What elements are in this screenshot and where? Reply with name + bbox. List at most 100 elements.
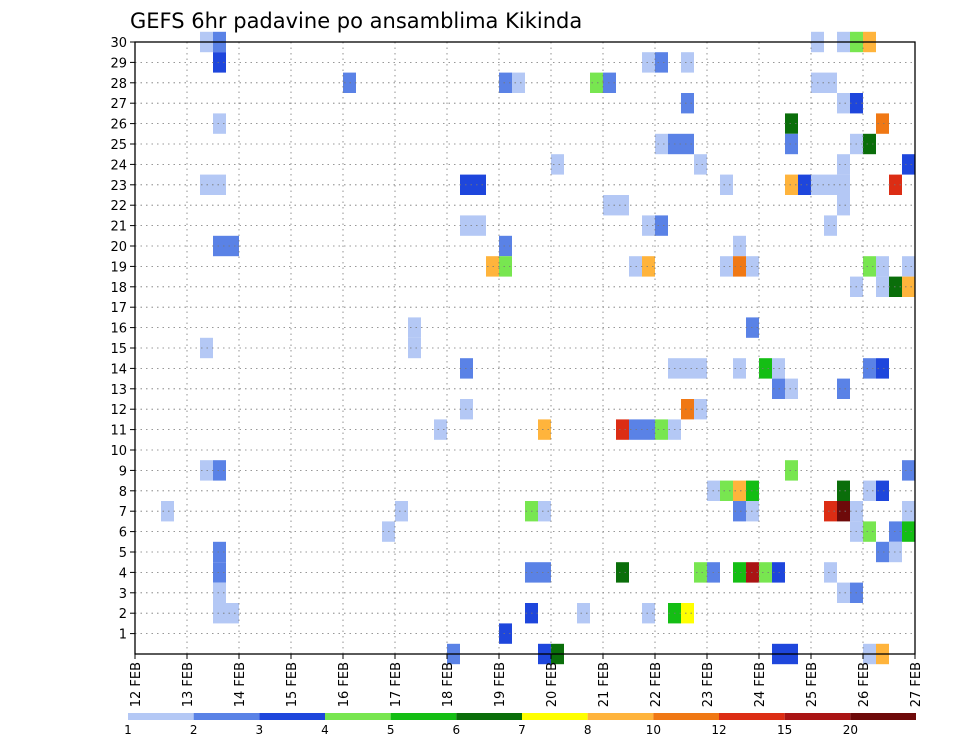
y-tick-label: 6	[119, 526, 127, 541]
heatmap-cell	[226, 235, 239, 257]
heatmap-cell	[720, 174, 733, 195]
heatmap-cell	[863, 256, 876, 277]
heatmap-cell	[681, 399, 694, 420]
heatmap-cell	[226, 603, 239, 624]
heatmap-cell	[876, 113, 889, 134]
y-tick-label: 12	[110, 403, 127, 418]
x-tick-label: 26 FEB	[857, 662, 872, 707]
y-tick-label: 13	[110, 383, 127, 398]
y-tick-label: 5	[119, 546, 127, 561]
y-tick-label: 23	[110, 179, 127, 194]
y-tick-label: 17	[110, 301, 127, 316]
heatmap-cell	[642, 52, 655, 73]
heatmap-cell	[499, 235, 512, 257]
y-tick-label: 2	[119, 607, 127, 622]
heatmap-cell	[577, 603, 590, 624]
heatmap-cell	[733, 480, 746, 501]
heatmap-cell	[213, 541, 226, 563]
heatmap-cell	[408, 337, 421, 359]
x-axis: 12 FEB 13 FEB 14 FEB 15 FEB 16 FEB 17 FEB 18 F…	[129, 654, 924, 707]
heatmap-cell	[499, 72, 512, 93]
legend-label: 20	[843, 723, 858, 737]
heatmap-cell	[161, 501, 174, 522]
heatmap-cell	[733, 358, 746, 379]
heatmap-cell	[213, 52, 226, 73]
heatmap-cell	[213, 113, 226, 134]
y-tick-label: 21	[110, 220, 127, 235]
legend-swatch	[784, 713, 851, 720]
y-tick-label: 4	[119, 566, 127, 581]
legend-swatch	[128, 713, 194, 720]
heatmap-cell	[837, 480, 850, 501]
heatmap-cell	[642, 215, 655, 236]
heatmap-cell	[876, 358, 889, 379]
heatmap-cell	[876, 541, 889, 563]
y-tick-label: 11	[110, 424, 127, 439]
heatmap-cell	[473, 174, 486, 195]
heatmap-cell	[681, 93, 694, 114]
y-tick-label: 15	[110, 342, 127, 357]
x-tick-label: 17 FEB	[389, 662, 404, 707]
heatmap-cell	[538, 501, 551, 522]
legend-swatch	[653, 713, 719, 720]
heatmap-cell	[694, 358, 707, 379]
heatmap-cell	[213, 603, 226, 624]
heatmap-cell	[694, 399, 707, 420]
y-tick-label: 28	[110, 77, 127, 92]
heatmap-cell	[655, 52, 668, 73]
heatmap-cell	[759, 358, 772, 379]
heatmap-cell	[759, 562, 772, 583]
heatmap-cell	[824, 562, 837, 583]
heatmap-cell	[837, 582, 850, 603]
legend-label: 10	[646, 723, 661, 737]
y-tick-label: 9	[119, 464, 127, 479]
y-tick-label: 27	[110, 97, 127, 112]
x-tick-label: 13 FEB	[181, 662, 196, 707]
heatmap-cell	[876, 480, 889, 501]
x-tick-label: 18 FEB	[441, 662, 456, 707]
heatmap-cell	[785, 113, 798, 134]
legend-label: 2	[190, 723, 198, 737]
heatmap-cell	[902, 276, 915, 297]
y-tick-label: 22	[110, 199, 127, 214]
heatmap-cell	[902, 256, 915, 277]
heatmap-cell	[837, 501, 850, 522]
y-tick-label: 18	[110, 281, 127, 296]
heatmap-cell	[733, 562, 746, 583]
legend-label: 5	[387, 723, 395, 737]
x-tick-label: 20 FEB	[545, 662, 560, 707]
heatmap-cell	[655, 419, 668, 440]
heatmap-cell	[902, 154, 915, 175]
legend-swatch	[193, 713, 260, 720]
heatmap-cell	[863, 480, 876, 501]
heatmap-cell	[616, 195, 629, 216]
y-tick-label: 1	[119, 628, 127, 643]
legend-label: 4	[321, 723, 329, 737]
heatmap-cell	[681, 52, 694, 73]
y-tick-label: 20	[110, 240, 127, 255]
heatmap-cell	[824, 174, 837, 195]
y-tick-label: 30	[110, 36, 127, 51]
y-tick-label: 19	[110, 260, 127, 275]
heatmap-cell	[499, 256, 512, 277]
heatmap-cell	[785, 174, 798, 195]
y-tick-label: 16	[110, 322, 127, 337]
heatmap-cell	[824, 72, 837, 93]
y-tick-label: 10	[110, 444, 127, 459]
heatmap-cell	[876, 256, 889, 277]
x-tick-label: 23 FEB	[701, 662, 716, 707]
heatmap-cell	[824, 501, 837, 522]
grid-lines	[135, 41, 915, 654]
heatmap-cell	[395, 501, 408, 522]
y-tick-label: 14	[110, 362, 127, 377]
heatmap-cell	[837, 93, 850, 114]
heatmap-cell	[434, 419, 447, 440]
heatmap-cell	[824, 215, 837, 236]
heatmap-cell	[642, 603, 655, 624]
heatmap-cell	[863, 358, 876, 379]
heatmap-cell	[785, 133, 798, 155]
heatmap-cell	[681, 133, 694, 155]
heatmap-cell	[642, 419, 655, 440]
x-tick-label: 12 FEB	[129, 662, 144, 707]
x-tick-label: 15 FEB	[285, 662, 300, 707]
